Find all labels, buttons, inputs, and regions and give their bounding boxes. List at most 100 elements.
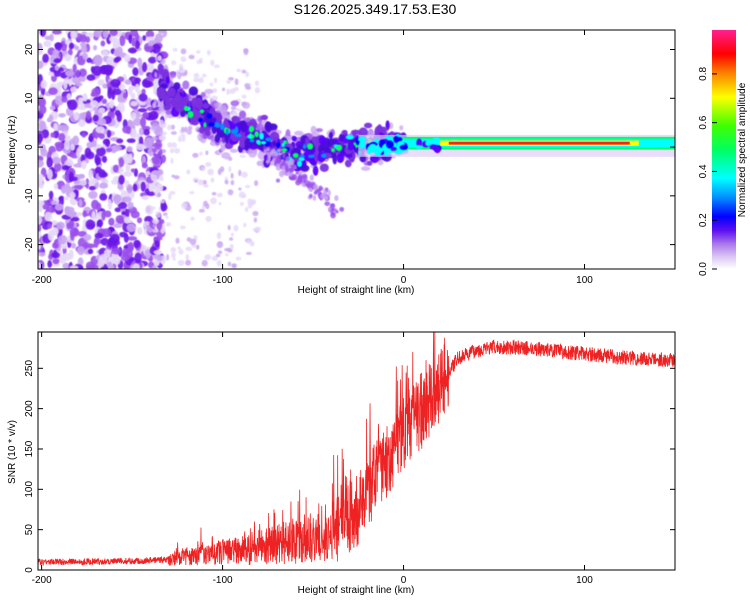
spectrogram-cell	[55, 85, 62, 97]
snr-frame	[37, 331, 676, 571]
spectrogram-cell	[105, 147, 113, 153]
spectrogram-cell	[162, 212, 168, 216]
spectrogram-cell	[50, 132, 56, 138]
spectrogram-cell	[38, 97, 47, 108]
spectrogram-cell	[198, 208, 205, 213]
spectrogram-cell	[118, 174, 125, 185]
spectrogram-cell	[204, 88, 214, 94]
spectrogram-cell	[92, 44, 98, 51]
spectrogram-cell	[58, 113, 66, 118]
spectrogram-cell	[224, 132, 230, 144]
spectrogram-cell	[234, 133, 242, 137]
spectrogram-cell	[135, 143, 145, 151]
spectrogram-x-tick-label: -200	[32, 275, 52, 286]
spectrogram-cell	[107, 86, 112, 94]
spectrogram-cell	[169, 148, 175, 154]
spectrogram-cell	[156, 254, 163, 262]
spectrogram-cell	[100, 40, 106, 47]
spectrogram-cell	[54, 65, 60, 71]
spectrogram-cell	[90, 66, 95, 73]
spectrogram-cell	[46, 206, 56, 214]
spectrogram-cell	[64, 54, 72, 62]
spectrogram-cell	[206, 113, 213, 119]
spectrogram-cell	[168, 193, 172, 201]
spectrogram-cell	[122, 153, 132, 165]
spectrogram-cell	[96, 147, 106, 157]
spectrogram-cell	[93, 30, 102, 38]
spectrogram-cell	[134, 77, 141, 84]
colorbar: 0.0 0.2 0.4 0.6 0.8 Normalized spectral ampl…	[698, 30, 748, 276]
spectrogram-cell	[145, 30, 155, 39]
spectrogram-cell	[85, 178, 90, 189]
spectrogram-cell	[334, 210, 339, 214]
spectrogram-cell	[315, 128, 323, 133]
snr-x-tick-label: -100	[213, 575, 233, 586]
spectrogram-cell	[175, 92, 180, 103]
spectrogram-cell	[130, 100, 138, 107]
spectrogram-cell	[281, 165, 286, 172]
spectrogram-cell	[136, 226, 143, 235]
spectrogram-cell	[334, 195, 339, 202]
spectrogram-cell	[271, 140, 277, 147]
spectrogram-cell	[227, 224, 231, 231]
spectrogram-cell	[287, 167, 294, 173]
spectrogram-cell	[48, 190, 54, 199]
spectrogram-cell	[103, 64, 114, 75]
colorbar-label: Normalized spectral amplitude	[737, 82, 748, 217]
spectrogram-cell	[125, 163, 131, 172]
spectrogram-cell	[109, 233, 120, 243]
spectrogram-cell	[370, 155, 380, 164]
spectrogram-cell	[98, 95, 104, 100]
spectrogram-cell	[52, 49, 60, 56]
spectrogram-cell	[154, 190, 159, 195]
spectrogram-cell	[312, 184, 319, 191]
spectrogram-cell	[108, 217, 115, 226]
snr-x-tick-label: 0	[401, 575, 407, 586]
spectrogram-cell	[95, 166, 102, 174]
spectrogram-cell	[153, 250, 163, 255]
spectrogram-cell	[281, 142, 285, 147]
spectrogram-cell	[126, 126, 132, 135]
spectrogram-cell	[228, 166, 232, 173]
spectrogram-cell	[51, 157, 62, 165]
spectrogram-cell	[158, 30, 166, 34]
spectrogram-cell	[88, 181, 96, 186]
spectrogram-cell	[276, 148, 282, 152]
spectrogram-cell	[182, 80, 190, 90]
spectrogram-cell	[203, 122, 207, 128]
spectrogram-cell	[246, 238, 252, 244]
spectrogram-cell	[275, 142, 281, 148]
spectrogram-cell	[96, 117, 107, 126]
spectrogram-cell	[95, 202, 102, 211]
spectrogram-cell	[172, 47, 178, 52]
spectrogram-cell	[221, 87, 226, 92]
spectrogram-cell	[154, 33, 163, 43]
colorbar-tick-label: 0.2	[698, 213, 709, 227]
spectrogram-cell	[144, 81, 154, 88]
spectrogram-cell	[260, 141, 267, 145]
spectrogram-cell	[169, 71, 177, 76]
spectrogram-cell	[92, 140, 97, 147]
spectrogram-cell	[144, 137, 154, 149]
spectrogram-cell	[64, 159, 74, 167]
spectrogram-cell	[378, 126, 388, 132]
spectrogram-cell	[124, 54, 131, 63]
spectrogram-cell	[160, 203, 168, 212]
spectrogram-cell	[267, 154, 271, 162]
spectrogram-cell	[114, 110, 121, 117]
spectrogram-cell	[46, 168, 53, 180]
spectrogram-y-ticks: -20 -10 0 10 20	[24, 44, 675, 252]
spectrogram-cell	[193, 77, 200, 83]
spectrogram-cell	[254, 226, 262, 233]
spectrogram-x-axis-label: Height of straight line (km)	[298, 285, 415, 296]
spectrogram-cell	[85, 32, 95, 38]
spectrogram-cell	[216, 232, 222, 240]
spectrogram-cell	[183, 69, 188, 76]
spectrogram-cell	[142, 61, 148, 73]
spectrogram-cell	[112, 88, 122, 96]
spectrogram-cell	[138, 30, 146, 33]
spectrogram-cell	[153, 261, 159, 267]
spectrogram-y-tick-label: -10	[24, 188, 35, 203]
spectrogram-cell	[239, 154, 247, 158]
spectrogram-cell	[53, 122, 58, 131]
